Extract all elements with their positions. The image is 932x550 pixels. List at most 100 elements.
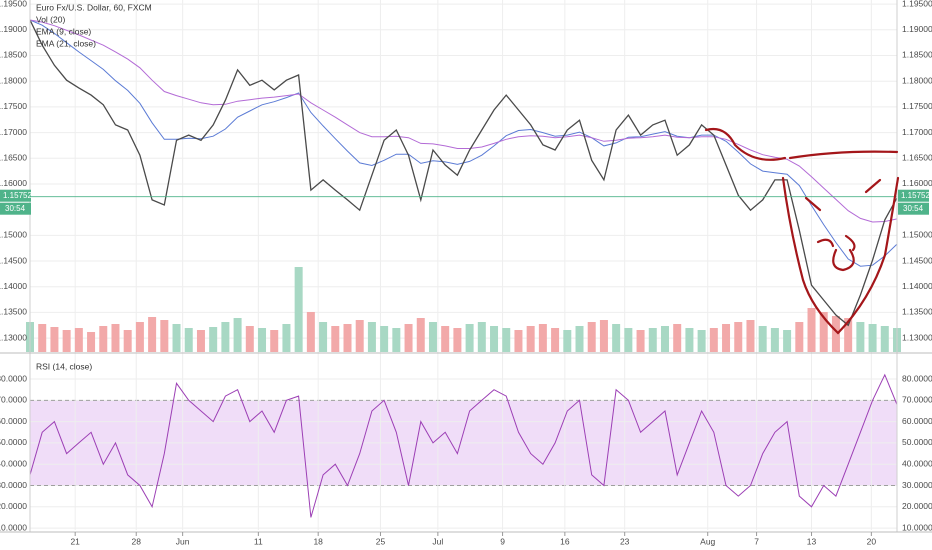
x-tick-label: 11 — [254, 536, 263, 546]
x-tick-label: 7 — [754, 536, 759, 546]
y-tick-label: 1.18500 — [0, 50, 27, 60]
volume-bar — [380, 326, 389, 352]
volume-bar — [844, 318, 853, 352]
volume-bar — [734, 322, 743, 352]
y-tick-label: 1.19000 — [0, 24, 27, 34]
volume-bar — [294, 267, 303, 352]
volume-bar — [221, 322, 230, 352]
y-tick-label: 1.16500 — [902, 153, 932, 163]
volume-bar — [514, 330, 523, 352]
volume-bar — [306, 312, 315, 352]
volume-bar — [50, 327, 59, 352]
drawing-stroke — [832, 248, 855, 272]
volume-bar — [770, 328, 779, 352]
volume-bar — [587, 322, 596, 352]
volume-bar — [722, 324, 731, 352]
volume-bar — [575, 326, 584, 352]
y-tick-label: 50.0000 — [0, 437, 27, 447]
volume-bar — [87, 332, 96, 352]
volume-bar — [599, 320, 608, 352]
y-tick-label: 1.16000 — [0, 178, 27, 188]
y-tick-label: 1.14500 — [0, 255, 27, 265]
volume-bar — [673, 324, 682, 352]
y-tick-label: 1.17500 — [902, 101, 932, 111]
volume-bar — [123, 330, 132, 352]
legend-entry: EMA (21, close) — [36, 38, 96, 48]
y-tick-label: 1.14500 — [902, 255, 932, 265]
drawing-stroke — [781, 176, 900, 335]
volume-bar — [465, 324, 474, 352]
volume-bar — [660, 326, 669, 352]
y-tick-label: 30.0000 — [902, 480, 932, 490]
y-tick-label: 1.15000 — [902, 230, 932, 240]
volume-bar — [111, 324, 120, 352]
countdown-tag — [898, 202, 929, 215]
volume-bar — [636, 330, 645, 352]
y-tick-label: 1.19000 — [902, 24, 932, 34]
volume-bar — [783, 330, 792, 352]
volume-bar — [612, 324, 621, 352]
volume-bar — [367, 322, 376, 352]
y-tick-label: 80.0000 — [0, 373, 27, 383]
x-tick-label: 23 — [620, 536, 630, 546]
legend-entry: Vol (20) — [36, 14, 65, 24]
volume-bar — [538, 324, 547, 352]
volume-bar — [453, 328, 462, 352]
y-tick-label: 20.0000 — [902, 501, 932, 511]
y-tick-label: 1.13000 — [0, 332, 27, 342]
x-tick-label: 25 — [376, 536, 386, 546]
volume-bar — [282, 324, 291, 352]
volume-bar — [441, 326, 450, 352]
hand-drawing — [704, 127, 900, 335]
price-tag-label: 1.15752 — [3, 191, 32, 200]
y-tick-label: 1.16500 — [0, 153, 27, 163]
volume-bar — [746, 320, 755, 352]
y-tick-label: 60.0000 — [0, 416, 27, 426]
volume-bar — [563, 330, 572, 352]
volume-bar — [135, 322, 144, 352]
y-tick-label: 1.18500 — [902, 50, 932, 60]
volume-bar — [258, 328, 267, 352]
x-tick-label: 9 — [500, 536, 505, 546]
volume-bar — [38, 324, 47, 352]
y-tick-label: 60.0000 — [902, 416, 932, 426]
ema-line — [29, 19, 898, 223]
grid-layer — [30, 0, 897, 530]
y-tick-label: 1.17000 — [0, 127, 27, 137]
volume-bar — [758, 326, 767, 352]
x-tick-label: 28 — [132, 536, 142, 546]
y-tick-label: 50.0000 — [902, 437, 932, 447]
volume-bar — [697, 330, 706, 352]
volume-bar — [807, 308, 816, 352]
volume-bar — [343, 324, 352, 352]
y-tick-label: 70.0000 — [902, 395, 932, 405]
volume-bar — [648, 328, 657, 352]
volume-bar — [526, 326, 535, 352]
volume-bar — [148, 317, 157, 352]
x-tick-label: Jul — [432, 536, 443, 546]
y-tick-label: 1.13500 — [902, 307, 932, 317]
y-tick-label: 70.0000 — [0, 395, 27, 405]
y-tick-label: 10.0000 — [0, 522, 27, 532]
volume-bar — [795, 322, 804, 352]
y-tick-label: 1.13500 — [0, 307, 27, 317]
price-tag — [0, 189, 31, 202]
volume-bar — [355, 320, 364, 352]
y-tick-label: 1.17000 — [902, 127, 932, 137]
x-tick-label: 16 — [560, 536, 570, 546]
y-tick-label: 30.0000 — [0, 480, 27, 490]
y-tick-label: 10.0000 — [902, 522, 932, 532]
volume-bar — [233, 318, 242, 352]
y-tick-label: 1.19500 — [902, 0, 932, 8]
volume-bar — [551, 328, 560, 352]
y-tick-label: 1.17500 — [0, 101, 27, 111]
volume-bar — [99, 326, 108, 352]
y-tick-label: 80.0000 — [902, 373, 932, 383]
volume-bar — [74, 328, 83, 352]
volume-bar — [416, 318, 425, 352]
volume-bar — [404, 324, 413, 352]
rsi-title: RSI (14, close) — [36, 361, 92, 371]
volume-bar — [172, 324, 181, 352]
volume-bar — [624, 328, 633, 352]
